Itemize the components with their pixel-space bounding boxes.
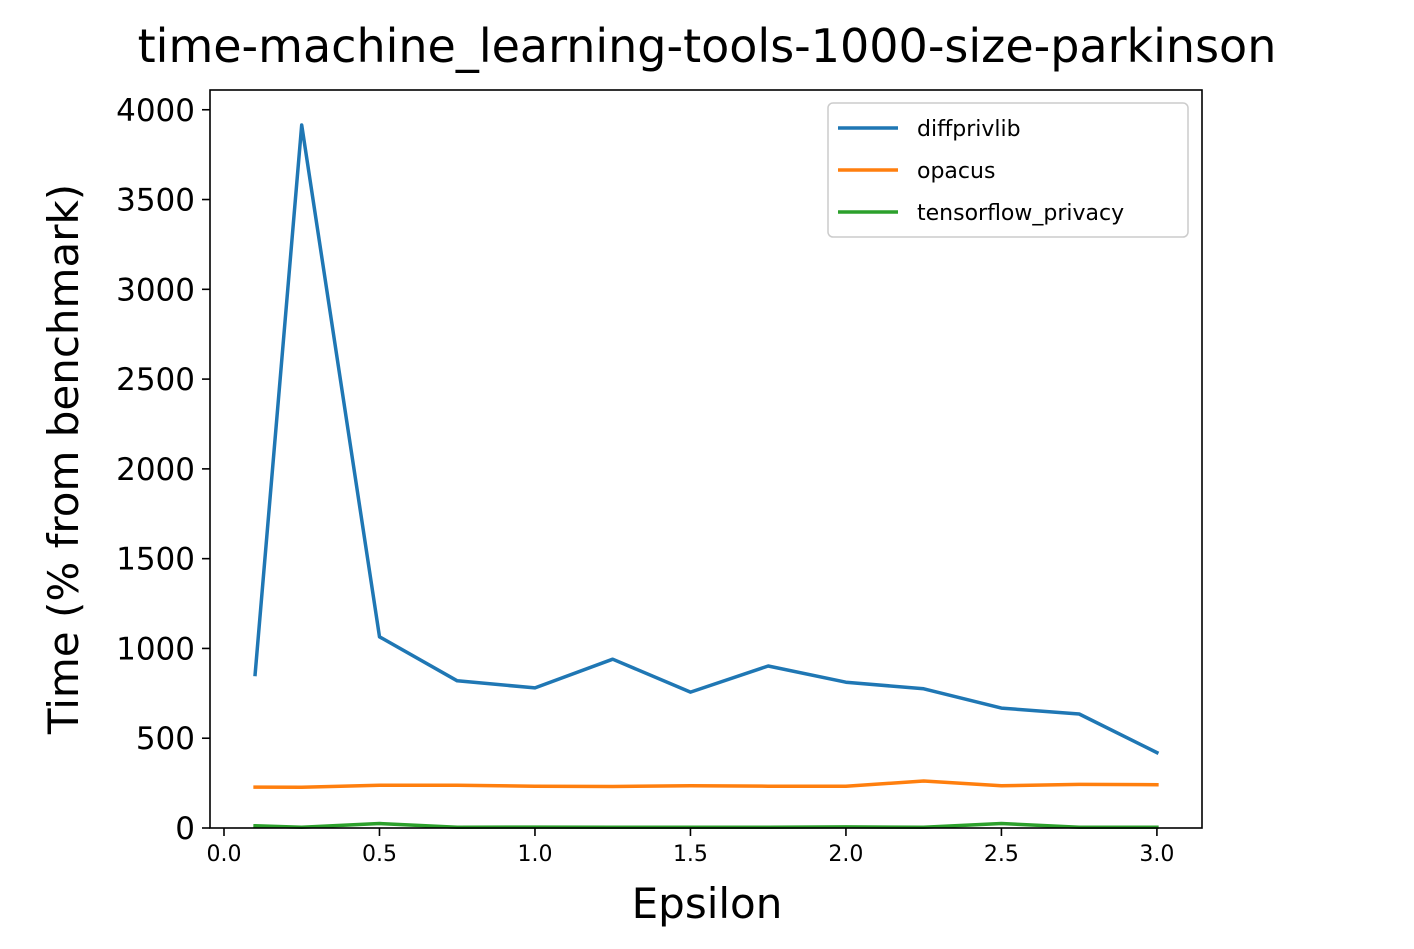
legend-label-diffprivlib: diffprivlib — [917, 117, 1021, 142]
legend-label-tensorflow_privacy: tensorflow_privacy — [917, 201, 1124, 226]
x-tick-label: 3.0 — [1139, 842, 1174, 867]
chart-title: time-machine_learning-tools-1000-size-pa… — [138, 19, 1277, 73]
series-line-diffprivlib — [253, 123, 1160, 755]
x-axis: 0.0 0.5 1.0 1.5 2.0 2.5 3.0 — [206, 828, 1174, 867]
x-tick-label: 0.5 — [362, 842, 397, 867]
legend-label-opacus: opacus — [917, 159, 995, 184]
y-tick-label: 2500 — [116, 362, 195, 398]
x-tick-label: 1.5 — [673, 842, 708, 867]
legend-box — [827, 102, 1189, 238]
plot-frame — [209, 89, 1203, 829]
y-tick-label: 1000 — [116, 631, 195, 667]
x-tick-label: 1.0 — [517, 842, 552, 867]
y-tick-label: 3000 — [116, 272, 195, 308]
x-tick-label: 0.0 — [206, 842, 241, 867]
x-axis-label: Epsilon — [632, 879, 783, 928]
y-tick-label: 3500 — [116, 183, 195, 219]
y-tick-label: 500 — [136, 721, 195, 757]
x-tick-label: 2.0 — [828, 842, 863, 867]
y-tick-label: 0 — [175, 811, 195, 847]
y-tick-label: 1500 — [116, 542, 195, 578]
legend: diffprivlib opacus tensorflow_privacy — [827, 102, 1189, 238]
y-axis: 0 500 1000 1500 2000 2500 3000 3500 4000 — [116, 93, 210, 847]
y-axis-label: Time (% from benchmark) — [39, 184, 88, 735]
y-tick-label: 4000 — [116, 93, 195, 129]
x-tick-label: 2.5 — [984, 842, 1019, 867]
y-tick-label: 2000 — [116, 452, 195, 488]
series-line-opacus — [253, 779, 1159, 789]
